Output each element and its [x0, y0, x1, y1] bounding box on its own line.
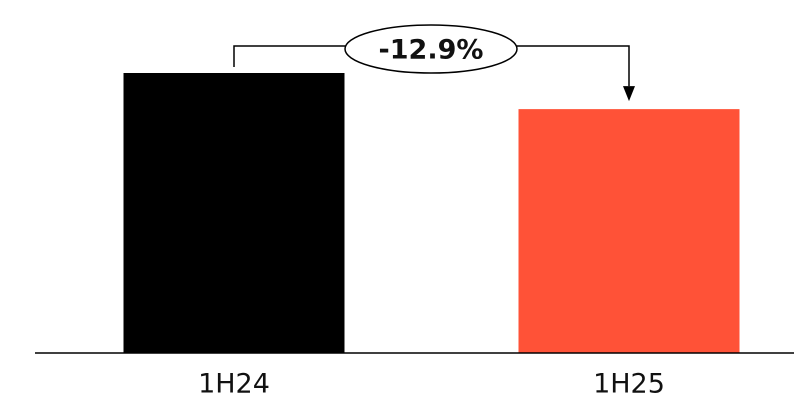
x-tick-labels: 1H24 1H25 [198, 369, 665, 400]
change-label: -12.9% [379, 35, 484, 66]
x-tick-label-1h24: 1H24 [198, 369, 270, 400]
change-arrowhead [623, 86, 635, 102]
bar-1h24 [123, 73, 345, 353]
change-label-pill [344, 24, 518, 74]
bars-group [123, 73, 740, 354]
bar-1h25 [518, 109, 740, 354]
change-annotation: -12.9% [233, 24, 635, 102]
x-tick-label-1h25: 1H25 [593, 369, 665, 400]
